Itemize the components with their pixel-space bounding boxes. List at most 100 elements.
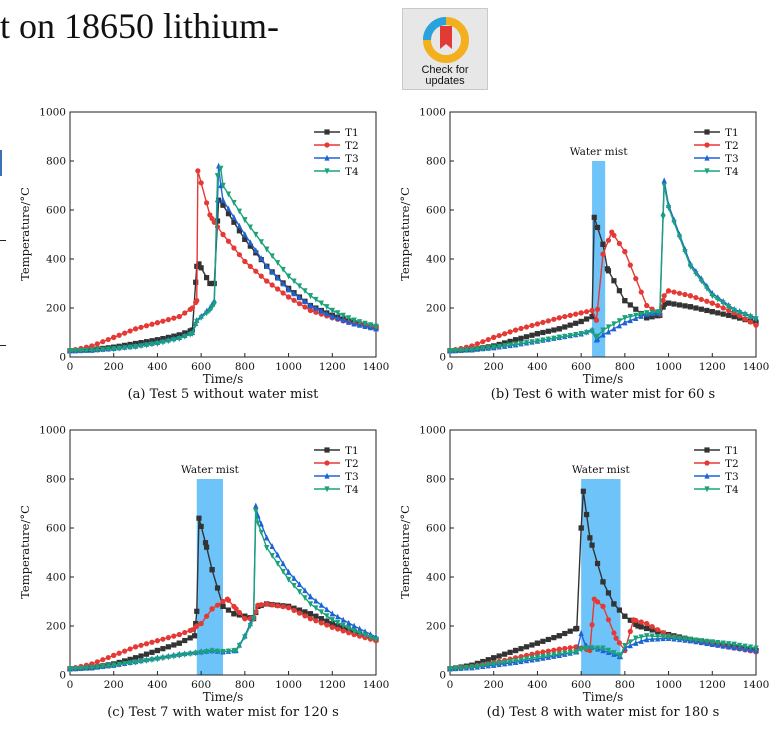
data-point	[209, 606, 215, 612]
data-point	[367, 634, 374, 641]
data-point	[165, 317, 171, 323]
series-T4	[67, 165, 379, 355]
data-point	[676, 290, 683, 296]
data-point	[616, 607, 622, 613]
data-point	[100, 339, 106, 345]
data-point	[518, 340, 524, 347]
data-point	[661, 182, 667, 189]
data-point	[116, 661, 122, 668]
data-point	[622, 249, 628, 255]
data-point	[165, 635, 171, 641]
water-mist-band	[196, 479, 223, 675]
x-tick-label: 1000	[655, 679, 682, 691]
data-point	[502, 651, 508, 657]
data-point	[264, 263, 270, 269]
data-point	[111, 346, 117, 353]
data-point	[335, 626, 341, 632]
data-point	[198, 265, 204, 271]
y-tick-label: 200	[46, 621, 66, 633]
data-point	[452, 665, 459, 672]
data-point	[737, 309, 743, 316]
data-point	[258, 273, 264, 279]
data-point	[275, 260, 281, 266]
data-point	[313, 605, 319, 612]
data-point	[105, 663, 111, 670]
legend-marker-T4	[324, 486, 330, 493]
data-point	[198, 523, 204, 529]
y-tick-label: 1000	[419, 107, 446, 119]
check-for-updates-badge[interactable]: Check for updates	[402, 8, 488, 90]
data-point	[551, 327, 557, 333]
y-tick-label: 600	[46, 205, 66, 217]
data-point	[247, 243, 253, 249]
data-point	[231, 219, 237, 225]
data-point	[100, 346, 106, 353]
data-point	[687, 263, 694, 270]
y-tick-label: 800	[426, 474, 446, 486]
data-point	[207, 212, 213, 218]
data-point	[589, 542, 595, 548]
data-point	[529, 642, 535, 648]
data-point	[753, 316, 759, 323]
data-point	[518, 646, 524, 652]
x-tick-label: 600	[571, 361, 591, 373]
data-point	[534, 650, 541, 656]
data-point	[480, 662, 486, 669]
data-point	[600, 579, 606, 585]
data-point	[351, 622, 357, 629]
chart-caption: (b) Test 6 with water mist for 60 s	[490, 387, 716, 402]
data-point	[78, 665, 84, 672]
data-point	[143, 323, 150, 329]
legend-label-T3: T3	[345, 153, 359, 165]
data-point	[100, 663, 106, 670]
legend-marker-T3	[704, 472, 710, 479]
data-point	[116, 650, 122, 656]
data-point	[242, 634, 248, 641]
data-point	[285, 286, 292, 293]
data-point	[562, 645, 568, 652]
data-point	[649, 624, 655, 630]
x-tick-label: 800	[235, 361, 255, 373]
data-point	[269, 552, 275, 559]
data-point	[346, 625, 352, 632]
data-point	[193, 620, 199, 627]
data-point	[94, 664, 100, 671]
data-point	[302, 587, 308, 594]
data-point	[340, 317, 346, 323]
data-point	[534, 654, 541, 661]
data-point	[296, 589, 303, 595]
data-point	[225, 191, 232, 198]
legend-label-T4: T4	[725, 166, 739, 178]
data-point	[567, 650, 573, 656]
data-point	[627, 317, 633, 324]
data-point	[622, 315, 628, 321]
data-point	[600, 327, 606, 334]
data-point	[529, 322, 535, 329]
data-point	[545, 328, 551, 334]
data-point	[661, 177, 667, 184]
data-point	[660, 630, 666, 636]
x-tick-label: 600	[571, 679, 591, 691]
data-point	[693, 305, 699, 311]
data-point	[324, 622, 330, 628]
y-tick-label: 600	[426, 523, 446, 535]
data-point	[594, 560, 601, 567]
data-point	[220, 231, 226, 238]
data-point	[296, 581, 303, 587]
data-point	[622, 643, 628, 649]
data-point	[613, 635, 619, 641]
data-point	[291, 297, 297, 303]
data-point	[194, 318, 200, 325]
x-axis-label: Time/s	[582, 372, 624, 386]
data-point	[600, 603, 606, 609]
data-point	[182, 333, 188, 340]
data-point	[329, 610, 335, 617]
data-point	[220, 649, 226, 655]
data-point	[726, 304, 732, 310]
data-point	[160, 636, 166, 642]
data-point	[351, 317, 357, 324]
data-point	[687, 636, 694, 643]
data-point	[622, 319, 628, 326]
y-tick-label: 0	[439, 352, 446, 364]
data-point	[715, 310, 721, 316]
